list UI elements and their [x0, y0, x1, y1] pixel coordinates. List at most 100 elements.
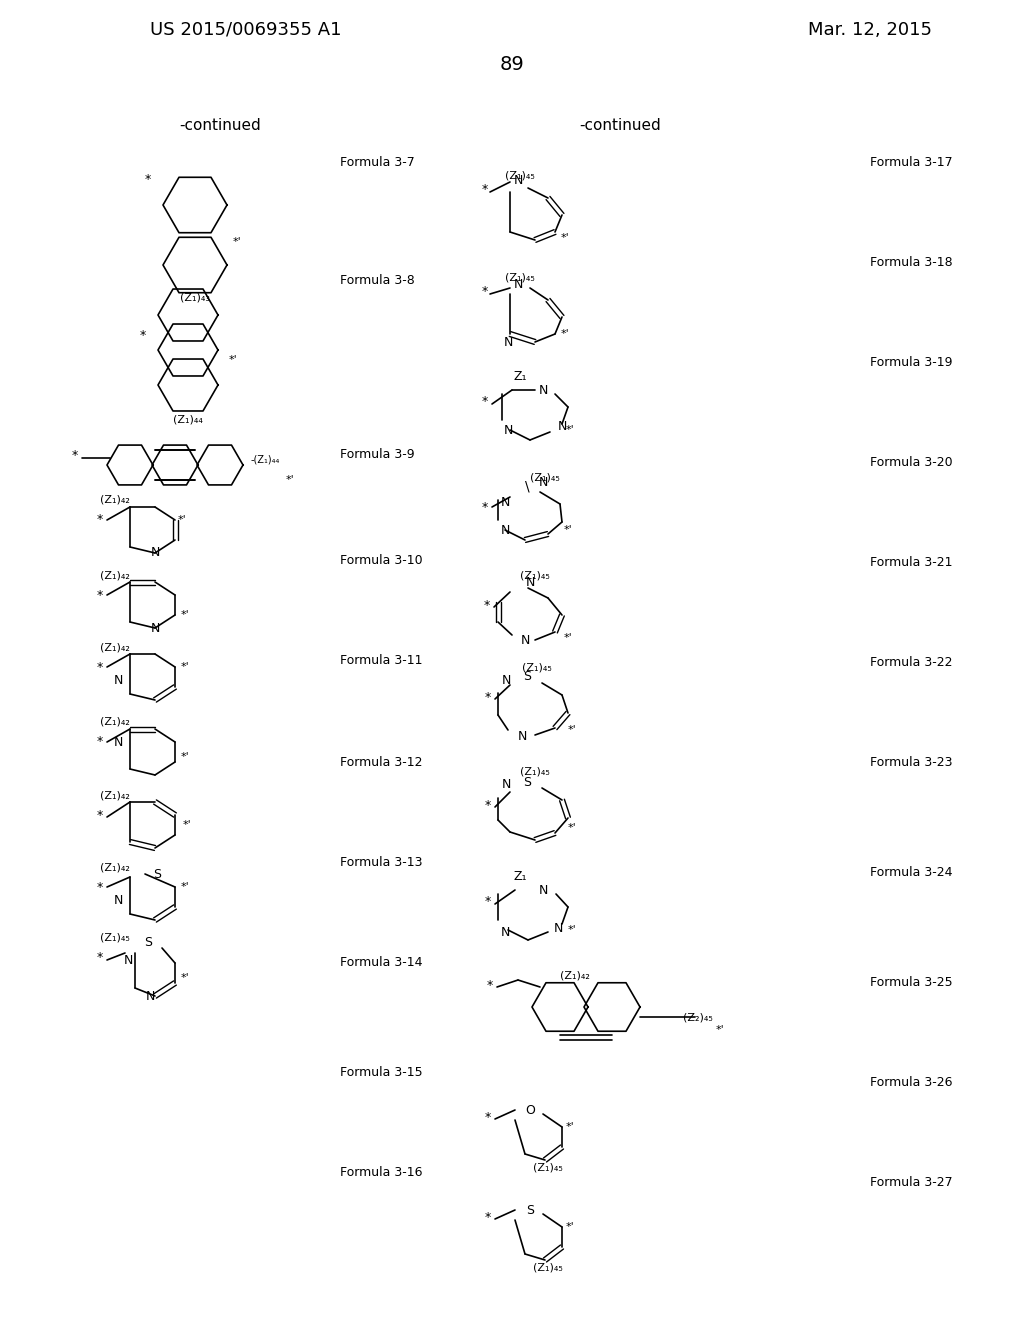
Text: *: * [482, 500, 488, 513]
Text: *: * [482, 183, 488, 197]
Text: N: N [501, 925, 510, 939]
Text: Formula 3-24: Formula 3-24 [870, 866, 952, 879]
Text: S: S [144, 936, 152, 949]
Text: Z₁: Z₁ [513, 371, 526, 384]
Text: *: * [485, 799, 492, 812]
Text: (Z₁)₄₂: (Z₁)₄₂ [100, 495, 130, 506]
Text: Mar. 12, 2015: Mar. 12, 2015 [808, 21, 932, 40]
Text: S: S [526, 1204, 534, 1217]
Text: Formula 3-9: Formula 3-9 [340, 449, 415, 462]
Text: N: N [114, 673, 123, 686]
Text: O: O [525, 1104, 535, 1117]
Text: *: * [140, 329, 146, 342]
Text: Formula 3-21: Formula 3-21 [870, 556, 952, 569]
Text: *: * [72, 449, 78, 462]
Text: S: S [523, 671, 531, 684]
Text: (Z₁)₄₅: (Z₁)₄₅ [505, 170, 535, 180]
Text: Z₁: Z₁ [513, 870, 526, 883]
Text: *': *' [560, 329, 569, 339]
Text: N: N [504, 424, 513, 437]
Text: Formula 3-19: Formula 3-19 [870, 355, 952, 368]
Text: *': *' [228, 355, 238, 366]
Text: (Z₁)₄₅: (Z₁)₄₅ [534, 1163, 563, 1173]
Text: *': *' [180, 610, 189, 620]
Text: Formula 3-7: Formula 3-7 [340, 156, 415, 169]
Text: *': *' [567, 822, 577, 833]
Text: N: N [520, 634, 529, 647]
Text: (Z₁)₄₂: (Z₁)₄₂ [100, 717, 130, 727]
Text: *': *' [567, 925, 577, 935]
Text: *': *' [563, 634, 572, 643]
Text: *: * [144, 173, 152, 186]
Text: *': *' [716, 1026, 724, 1035]
Text: N: N [517, 730, 526, 743]
Text: (Z₁)₄₅: (Z₁)₄₅ [520, 570, 550, 579]
Text: *: * [485, 690, 492, 704]
Text: N: N [557, 421, 566, 433]
Text: Formula 3-15: Formula 3-15 [340, 1065, 423, 1078]
Text: *: * [97, 952, 103, 965]
Text: (Z₁)₄₄: (Z₁)₄₄ [173, 414, 203, 425]
Text: N: N [504, 335, 513, 348]
Text: (Z₁)₄₂: (Z₁)₄₂ [100, 570, 130, 579]
Text: *': *' [560, 234, 569, 243]
Text: *': *' [565, 425, 574, 436]
Text: (Z₂)₄₅: (Z₂)₄₅ [683, 1012, 713, 1022]
Text: (Z₁)₄₂: (Z₁)₄₂ [100, 642, 130, 652]
Text: Formula 3-13: Formula 3-13 [340, 855, 423, 869]
Text: Formula 3-10: Formula 3-10 [340, 553, 423, 566]
Text: *': *' [180, 973, 189, 983]
Text: N: N [525, 576, 535, 589]
Text: US 2015/0069355 A1: US 2015/0069355 A1 [150, 21, 341, 40]
Text: Formula 3-20: Formula 3-20 [870, 455, 952, 469]
Text: (Z₁)₄₂: (Z₁)₄₂ [100, 862, 130, 873]
Text: *: * [97, 589, 103, 602]
Text: Formula 3-25: Formula 3-25 [870, 975, 952, 989]
Text: *: * [97, 735, 103, 748]
Text: S: S [523, 776, 531, 788]
Text: *': *' [286, 475, 294, 484]
Text: N: N [145, 990, 155, 1002]
Text: N: N [123, 953, 133, 966]
Text: *: * [484, 598, 490, 611]
Text: *: * [486, 978, 494, 991]
Text: *: * [485, 1210, 492, 1224]
Text: (Z₁)₄₅: (Z₁)₄₅ [522, 663, 552, 672]
Text: -continued: -continued [179, 117, 261, 132]
Text: Formula 3-16: Formula 3-16 [340, 1166, 423, 1179]
Text: *': *' [232, 238, 242, 247]
Text: (Z₁)₄₅: (Z₁)₄₅ [505, 272, 535, 282]
Text: *: * [97, 660, 103, 673]
Text: N: N [114, 735, 123, 748]
Text: Formula 3-14: Formula 3-14 [340, 956, 423, 969]
Text: *: * [97, 513, 103, 527]
Text: 89: 89 [500, 55, 524, 74]
Text: *': *' [563, 525, 572, 535]
Text: *: * [97, 880, 103, 894]
Text: N: N [539, 384, 548, 396]
Text: (Z₁)₄₃: (Z₁)₄₃ [180, 293, 210, 304]
Text: Formula 3-17: Formula 3-17 [870, 156, 952, 169]
Text: Formula 3-8: Formula 3-8 [340, 273, 415, 286]
Text: (Z₁)₄₅: (Z₁)₄₅ [530, 473, 560, 482]
Text: (Z₁)₄₂: (Z₁)₄₂ [560, 970, 590, 979]
Text: *': *' [180, 882, 189, 892]
Text: -(Z₁)₄₄: -(Z₁)₄₄ [250, 455, 280, 465]
Text: *': *' [182, 820, 191, 830]
Text: (Z₁)₄₅: (Z₁)₄₅ [534, 1263, 563, 1272]
Text: N: N [151, 622, 160, 635]
Text: Formula 3-11: Formula 3-11 [340, 653, 423, 667]
Text: N: N [502, 673, 511, 686]
Text: *': *' [567, 725, 577, 735]
Text: Formula 3-26: Formula 3-26 [870, 1076, 952, 1089]
Text: N: N [114, 894, 123, 907]
Text: *: * [482, 285, 488, 298]
Text: -continued: -continued [580, 117, 660, 132]
Text: Formula 3-18: Formula 3-18 [870, 256, 952, 268]
Text: *: * [485, 895, 492, 908]
Text: N: N [513, 173, 522, 186]
Text: (Z₁)₄₂: (Z₁)₄₂ [100, 789, 130, 800]
Text: N: N [501, 524, 510, 536]
Text: S: S [153, 867, 161, 880]
Text: *: * [482, 396, 488, 408]
